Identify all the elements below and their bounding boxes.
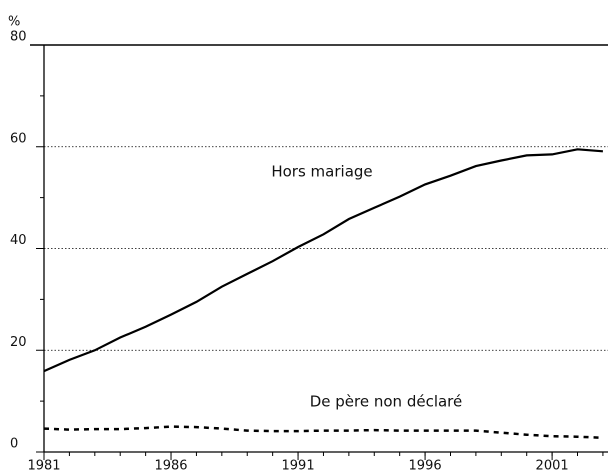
line-series [43,425,603,440]
x-tick-label: 2001 [536,459,569,474]
y-tick-label: 20 [10,335,27,350]
series-label: Hors mariage [271,163,372,181]
x-tick-label: 1991 [282,459,315,474]
y-axis-label: % [8,15,20,30]
x-tick-label: 1981 [27,459,60,474]
series-label: De père non déclaré [310,393,463,411]
y-tick-label: 80 [10,30,27,45]
y-tick-label: 60 [10,131,27,146]
y-tick-label: 40 [10,233,27,248]
x-tick-label: 1996 [409,459,442,474]
line-series [43,148,603,373]
y-tick-label: 0 [10,437,18,452]
x-tick-label: 1986 [154,459,187,474]
